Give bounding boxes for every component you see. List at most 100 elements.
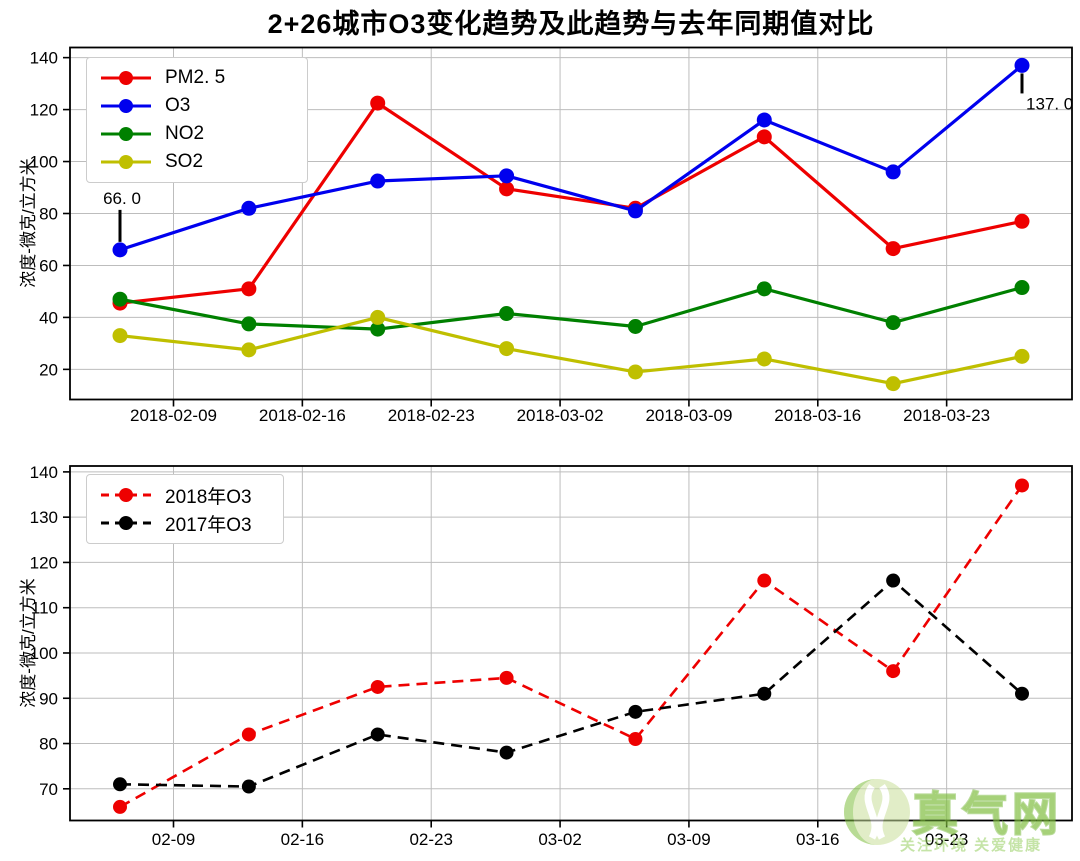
x-tick-label: 2018-02-09 — [130, 406, 217, 425]
data-point — [1014, 57, 1030, 73]
legend-marker — [101, 516, 151, 530]
plot-border — [69, 46, 1073, 401]
y-tick-label: 140 — [30, 463, 58, 482]
legend-marker — [101, 71, 151, 85]
x-tick-label: 2018-03-16 — [774, 406, 861, 425]
legend-label: SO2 — [165, 151, 204, 172]
data-point — [757, 573, 772, 588]
data-point — [1014, 348, 1030, 364]
data-point — [885, 241, 901, 257]
bottom-chart-legend: 2018年O3 2017年O3 — [86, 474, 284, 544]
x-tick-label: 2018-03-02 — [517, 406, 604, 425]
top-chart-legend: PM2. 5 O3 NO2 SO2 — [86, 57, 308, 183]
data-point — [499, 341, 515, 357]
legend-marker — [101, 155, 151, 169]
x-tick-label: 02-09 — [152, 830, 195, 849]
x-tick-label: 03-09 — [667, 830, 710, 849]
data-point — [113, 777, 127, 792]
x-tick-label: 2018-03-09 — [645, 406, 732, 425]
data-point — [499, 168, 515, 184]
data-point — [370, 679, 385, 694]
data-point — [241, 316, 257, 332]
legend-label: PM2. 5 — [165, 67, 226, 88]
data-point — [499, 181, 515, 197]
x-tick-label: 03-16 — [796, 830, 839, 849]
y-tick-label: 110 — [31, 599, 58, 618]
y-tick-label: 20 — [39, 360, 58, 379]
data-point — [885, 164, 901, 180]
y-tick-label: 120 — [30, 553, 58, 572]
y-tick-label: 70 — [39, 780, 58, 799]
data-point — [499, 306, 515, 322]
legend-item: SO2 — [99, 148, 295, 176]
legend-item: 2017年O3 — [99, 509, 271, 537]
legend-marker — [101, 127, 151, 141]
y-tick-label: 140 — [30, 49, 58, 68]
x-tick-label: 2018-02-16 — [259, 406, 346, 425]
data-point — [886, 573, 901, 588]
plot-border — [69, 465, 1073, 822]
data-point — [756, 129, 772, 145]
top-chart-y-axis-label: 浓度-微克/立方米 — [19, 158, 38, 288]
annotation-label: 137. 0 — [1026, 94, 1073, 113]
data-point — [370, 309, 386, 325]
data-point — [627, 319, 643, 335]
data-point — [756, 112, 772, 128]
data-point — [241, 779, 256, 794]
data-point — [1014, 478, 1029, 493]
data-point — [1014, 213, 1030, 229]
series-line-1 — [119, 579, 1023, 788]
data-point — [113, 799, 127, 814]
data-point — [499, 670, 514, 685]
data-point — [628, 732, 643, 747]
legend-item: PM2. 5 — [99, 64, 295, 92]
y-tick-label: 90 — [39, 689, 58, 708]
data-point — [627, 203, 643, 219]
series-line-0 — [119, 484, 1024, 809]
y-tick-label: 40 — [39, 308, 58, 327]
legend-label: NO2 — [165, 123, 205, 144]
x-tick-label: 2018-03-23 — [903, 406, 990, 425]
data-point — [757, 686, 772, 701]
y-tick-label: 100 — [30, 153, 58, 172]
data-point — [885, 315, 901, 331]
y-tick-label: 60 — [39, 256, 58, 275]
annotation-label: 66. 0 — [103, 189, 141, 208]
data-point — [756, 281, 772, 297]
data-point — [370, 727, 385, 742]
series-line-2 — [119, 285, 1023, 331]
data-point — [499, 745, 514, 760]
y-tick-label: 80 — [39, 735, 58, 754]
legend-item: O3 — [99, 92, 295, 120]
data-point — [241, 342, 257, 358]
legend-label: 2018年O3 — [165, 486, 252, 508]
legend-item: NO2 — [99, 120, 295, 148]
data-point — [885, 376, 901, 392]
data-point — [370, 321, 386, 337]
data-point — [241, 727, 256, 742]
legend-label: O3 — [165, 95, 191, 116]
y-tick-label: 120 — [30, 101, 58, 120]
x-tick-label: 02-23 — [409, 830, 452, 849]
series-line-3 — [119, 315, 1023, 386]
data-point — [886, 664, 901, 679]
legend-marker — [101, 488, 151, 502]
data-point — [1014, 686, 1029, 701]
y-tick-label: 100 — [30, 644, 58, 663]
data-point — [370, 95, 386, 111]
data-point — [627, 364, 643, 380]
data-point — [628, 704, 643, 719]
figure-title: 2+26城市O3变化趋势及此趋势与去年同期值对比 — [267, 9, 875, 39]
legend-item: 2018年O3 — [99, 481, 271, 509]
x-tick-label: 2018-02-23 — [388, 406, 475, 425]
legend-label: 2017年O3 — [165, 514, 252, 536]
series-line-0 — [119, 101, 1023, 305]
data-point — [756, 351, 772, 367]
x-tick-label: 03-23 — [925, 830, 968, 849]
data-point — [370, 173, 386, 189]
x-tick-label: 02-16 — [281, 830, 324, 849]
data-point — [241, 200, 257, 216]
y-tick-label: 130 — [30, 508, 58, 527]
data-point — [1014, 280, 1030, 296]
